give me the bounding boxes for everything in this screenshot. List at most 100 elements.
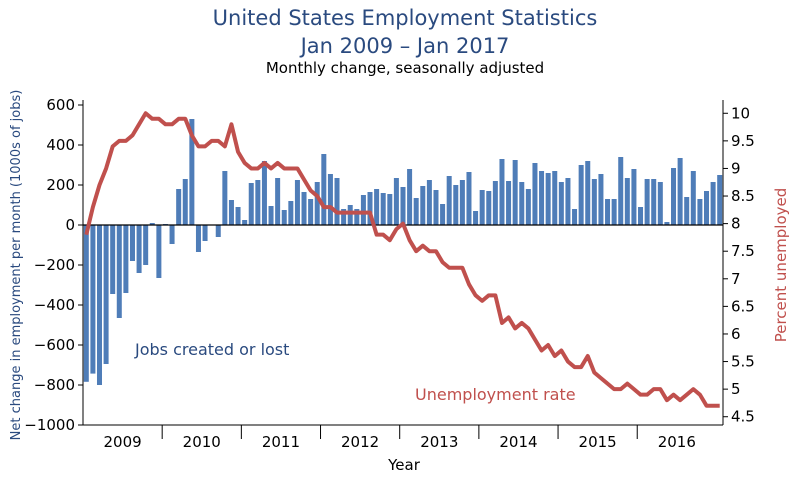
job-change-bar bbox=[453, 185, 459, 225]
job-change-bar bbox=[156, 225, 162, 278]
job-change-bar bbox=[222, 171, 228, 225]
job-change-bar bbox=[169, 225, 175, 244]
left-tick-label: 400 bbox=[46, 136, 75, 154]
job-change-bar bbox=[578, 165, 584, 225]
job-change-bar bbox=[704, 191, 710, 225]
chart-subtitle: Monthly change, seasonally adjusted bbox=[266, 59, 544, 77]
job-change-bar bbox=[572, 209, 578, 225]
job-change-bar bbox=[611, 199, 617, 225]
job-change-bar bbox=[598, 174, 604, 225]
right-tick-label: 8.5 bbox=[731, 187, 755, 205]
job-change-bar bbox=[110, 225, 116, 294]
right-tick-label: 7 bbox=[731, 270, 741, 288]
job-change-bar bbox=[671, 168, 677, 225]
job-change-bar bbox=[677, 158, 683, 225]
job-change-bar bbox=[433, 190, 439, 225]
job-change-bar bbox=[539, 171, 545, 225]
job-change-bar bbox=[195, 225, 201, 252]
job-change-bar bbox=[268, 206, 274, 225]
job-change-bar bbox=[624, 178, 630, 225]
job-change-bar bbox=[182, 179, 188, 225]
x-axis-title: Year bbox=[387, 456, 421, 474]
right-tick-label: 4.5 bbox=[731, 408, 755, 426]
job-change-bar bbox=[407, 169, 413, 225]
jobs-bar-series bbox=[83, 119, 723, 385]
job-change-bar bbox=[96, 225, 102, 385]
job-change-bar bbox=[242, 220, 248, 225]
right-tick-label: 5 bbox=[731, 380, 741, 398]
job-change-bar bbox=[585, 161, 591, 225]
job-change-bar bbox=[657, 182, 663, 225]
right-tick-label: 9 bbox=[731, 159, 741, 177]
left-tick-label: −800 bbox=[34, 376, 75, 394]
x-tick-label: 2013 bbox=[420, 433, 458, 451]
job-change-bar bbox=[202, 225, 208, 241]
job-change-bar bbox=[189, 119, 195, 225]
job-change-bar bbox=[90, 225, 96, 374]
job-change-bar bbox=[697, 199, 703, 225]
job-change-bar bbox=[393, 178, 399, 225]
job-change-bar bbox=[281, 210, 287, 225]
chart-title: United States Employment Statistics bbox=[213, 6, 598, 30]
job-change-bar bbox=[83, 225, 89, 382]
job-change-bar bbox=[380, 193, 386, 225]
job-change-bar bbox=[492, 181, 498, 225]
job-change-bar bbox=[374, 189, 380, 225]
job-change-bar bbox=[261, 161, 267, 225]
job-change-bar bbox=[400, 187, 406, 225]
job-change-bar bbox=[486, 191, 492, 225]
chart-title-date-range: Jan 2009 – Jan 2017 bbox=[299, 34, 510, 58]
job-change-bar bbox=[116, 225, 122, 318]
left-tick-label: −400 bbox=[34, 296, 75, 314]
job-change-bar bbox=[321, 154, 327, 225]
job-change-bar bbox=[591, 179, 597, 225]
job-change-bar bbox=[103, 225, 109, 364]
job-change-bar bbox=[255, 180, 261, 225]
left-tick-label: 200 bbox=[46, 176, 75, 194]
x-tick-label: 2015 bbox=[579, 433, 617, 451]
right-tick-label: 8 bbox=[731, 215, 741, 233]
line-annotation: Unemployment rate bbox=[415, 385, 576, 404]
job-change-bar bbox=[565, 178, 571, 225]
left-tick-label: 600 bbox=[46, 96, 75, 114]
x-tick-label: 2010 bbox=[183, 433, 221, 451]
job-change-bar bbox=[347, 205, 353, 225]
x-tick-label: 2009 bbox=[103, 433, 141, 451]
job-change-bar bbox=[558, 182, 564, 225]
job-change-bar bbox=[228, 200, 234, 225]
job-change-bar bbox=[644, 179, 650, 225]
right-tick-label: 9.5 bbox=[731, 132, 755, 150]
job-change-bar bbox=[354, 209, 360, 225]
bars-annotation: Jobs created or lost bbox=[134, 340, 289, 359]
left-axis-ticks: 600 400 200 0 −200 −400 −600 −800 −1000 bbox=[24, 96, 83, 434]
job-change-bar bbox=[519, 182, 525, 225]
right-axis-ticks: 10 9.5 9 8.5 8 7.5 7 6.5 6 5.5 5 4.5 bbox=[723, 104, 755, 426]
job-change-bar bbox=[248, 183, 254, 225]
job-change-bar bbox=[479, 190, 485, 225]
job-change-bar bbox=[367, 192, 373, 225]
job-change-bar bbox=[631, 169, 637, 225]
job-change-bar bbox=[294, 180, 300, 225]
job-change-bar bbox=[413, 198, 419, 225]
job-change-bar bbox=[360, 195, 366, 225]
left-axis-title: Net change in employment per month (1000… bbox=[9, 90, 24, 441]
job-change-bar bbox=[684, 197, 690, 225]
right-tick-label: 6 bbox=[731, 325, 741, 343]
job-change-bar bbox=[149, 223, 155, 225]
job-change-bar bbox=[176, 189, 182, 225]
job-change-bar bbox=[459, 180, 465, 225]
job-change-bar bbox=[717, 175, 723, 225]
left-tick-label: −200 bbox=[34, 256, 75, 274]
unemployment-rate-line bbox=[84, 111, 720, 408]
job-change-bar bbox=[275, 178, 281, 225]
job-change-bar bbox=[499, 159, 505, 225]
job-change-bar bbox=[136, 225, 142, 273]
job-change-bar bbox=[552, 171, 558, 225]
x-tick-label: 2014 bbox=[499, 433, 537, 451]
x-axis-ticks: 2009 2010 2011 2012 2013 2014 2015 2016 bbox=[103, 425, 696, 451]
right-axis-title: Percent unemployed bbox=[772, 188, 790, 343]
job-change-bar bbox=[466, 172, 472, 225]
job-change-bar bbox=[235, 207, 241, 225]
job-change-bar bbox=[426, 180, 432, 225]
